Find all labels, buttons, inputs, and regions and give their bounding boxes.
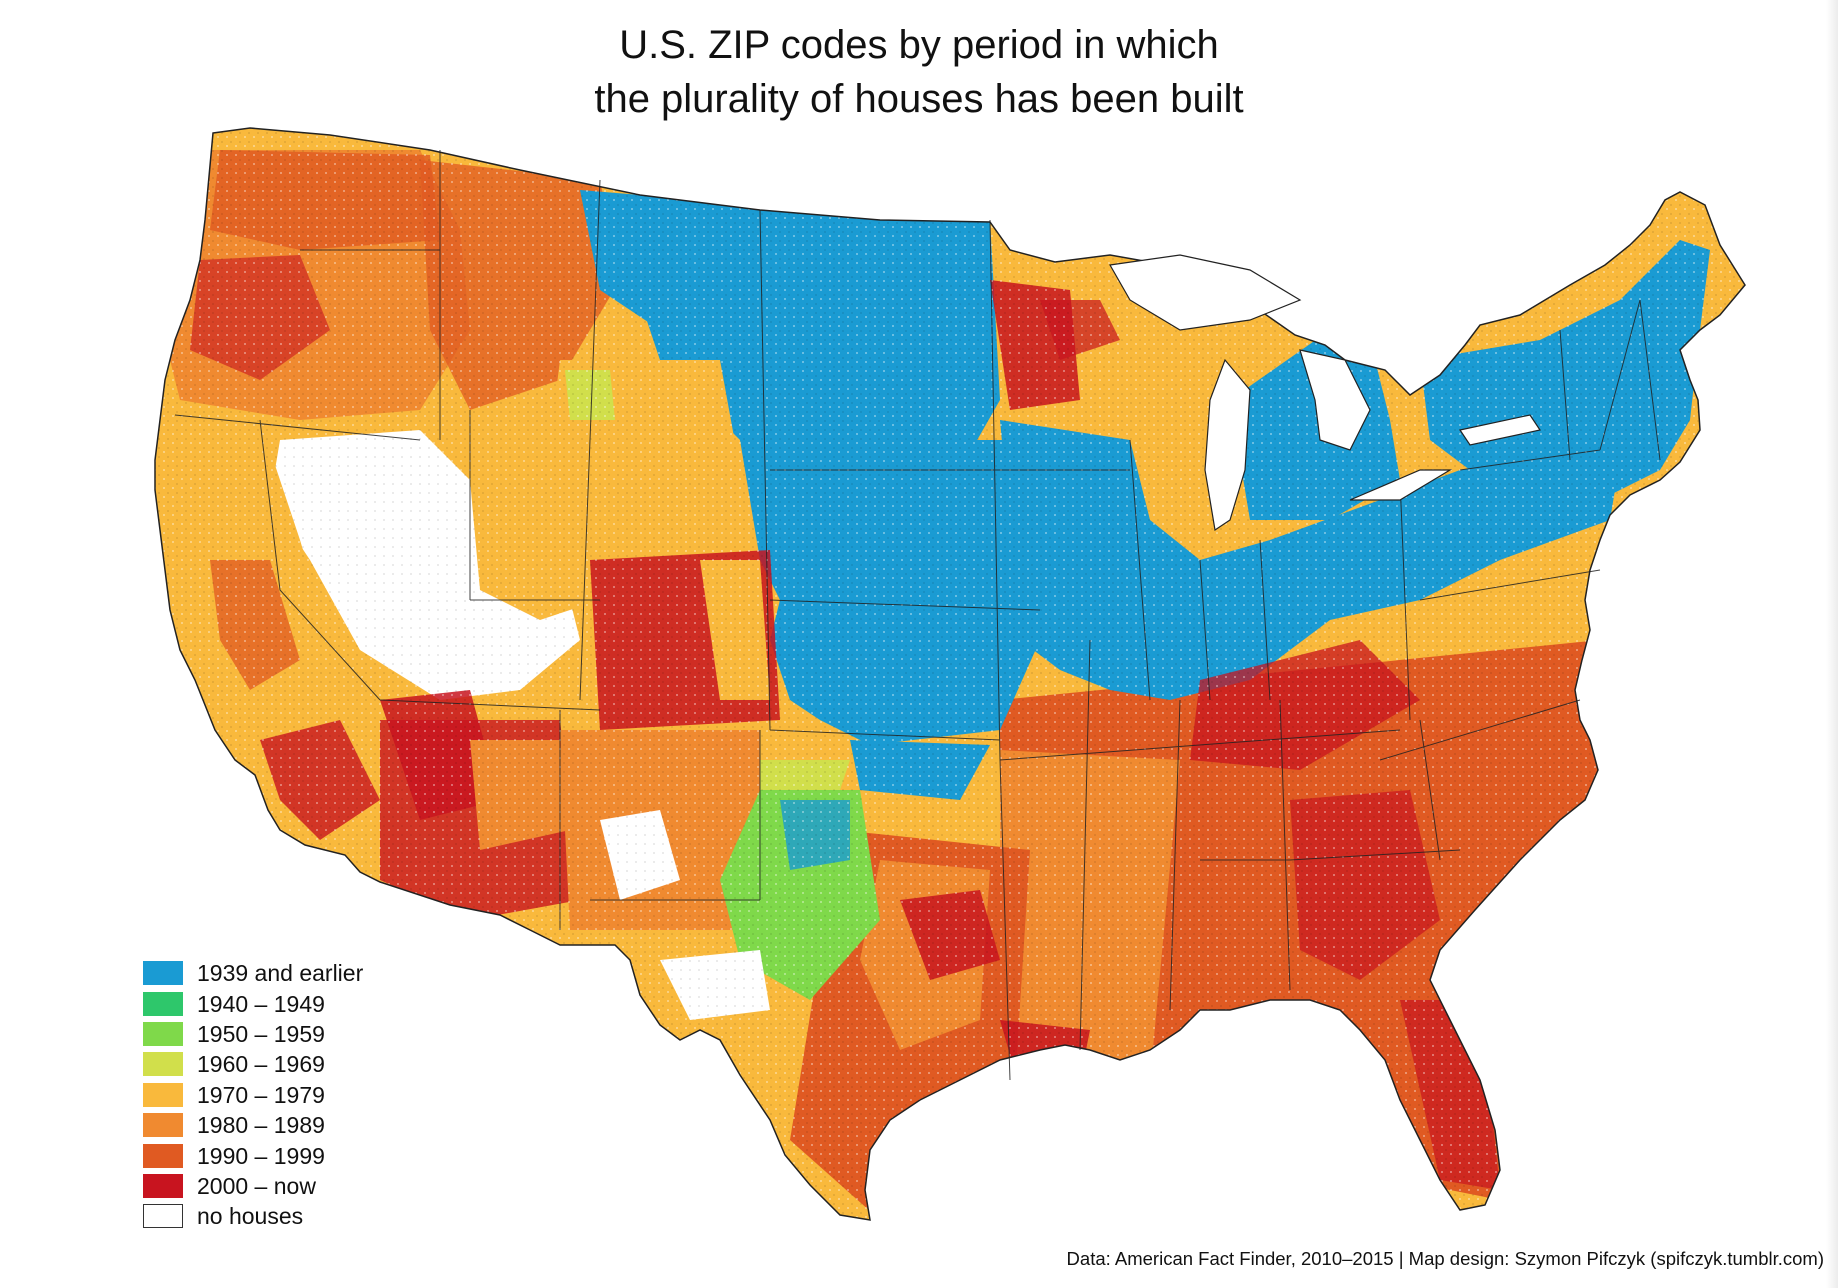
border-northeast xyxy=(1459,299,1661,471)
legend-item-2000-now: 2000 – now xyxy=(143,1171,363,1201)
lake-erie xyxy=(1349,469,1453,501)
legend-label: 1980 – 1989 xyxy=(197,1112,325,1139)
legend-label: 1960 – 1969 xyxy=(197,1051,325,1078)
legend-item-1980s: 1980 – 1989 xyxy=(143,1110,363,1140)
legend-label: 2000 – now xyxy=(197,1172,316,1199)
state-borders xyxy=(174,150,1661,1081)
great-lakes xyxy=(1109,254,1541,532)
legend-label: 1940 – 1949 xyxy=(197,990,325,1017)
legend-item-1940s: 1940 – 1949 xyxy=(143,988,363,1018)
page-edge-shadow xyxy=(1826,0,1838,1288)
legend-swatch xyxy=(143,1143,183,1168)
lake-michigan xyxy=(1204,358,1251,532)
lake-ontario xyxy=(1459,414,1541,446)
map-title-line2: the plurality of houses has been built xyxy=(594,77,1244,121)
legend-swatch xyxy=(143,1204,183,1229)
legend-swatch xyxy=(143,1021,183,1046)
legend-swatch xyxy=(143,1052,183,1077)
lake-huron xyxy=(1299,349,1371,451)
credit-line: Data: American Fact Finder, 2010–2015 | … xyxy=(1066,1248,1824,1269)
legend-item-1970s: 1970 – 1979 xyxy=(143,1080,363,1110)
border-west-coast-north xyxy=(174,150,1041,741)
legend-item-no-houses: no houses xyxy=(143,1201,363,1231)
legend-label: 1950 – 1959 xyxy=(197,1020,325,1047)
border-southwest xyxy=(379,599,761,930)
legend-swatch xyxy=(143,961,183,986)
legend-label: 1970 – 1979 xyxy=(197,1081,325,1108)
legend: 1939 and earlier 1940 – 1949 1950 – 1959… xyxy=(143,958,363,1232)
legend-swatch xyxy=(143,991,183,1016)
legend-swatch xyxy=(143,1113,183,1138)
border-southeast xyxy=(1200,699,1581,861)
legend-label: no houses xyxy=(197,1203,304,1230)
legend-item-1939: 1939 and earlier xyxy=(143,958,363,988)
legend-swatch xyxy=(143,1082,183,1107)
legend-swatch xyxy=(143,1173,183,1198)
legend-label: 1990 – 1999 xyxy=(197,1142,325,1169)
legend-item-1960s: 1960 – 1969 xyxy=(143,1049,363,1079)
legend-item-1950s: 1950 – 1959 xyxy=(143,1019,363,1049)
map-title: U.S. ZIP codes by period in which the pl… xyxy=(0,18,1838,126)
border-central xyxy=(989,219,1401,1081)
lake-superior xyxy=(1109,254,1302,331)
border-midwest xyxy=(1000,439,1601,721)
legend-label: 1939 and earlier xyxy=(197,960,364,987)
map-title-line1: U.S. ZIP codes by period in which xyxy=(619,23,1219,67)
legend-item-1990s: 1990 – 1999 xyxy=(143,1140,363,1170)
